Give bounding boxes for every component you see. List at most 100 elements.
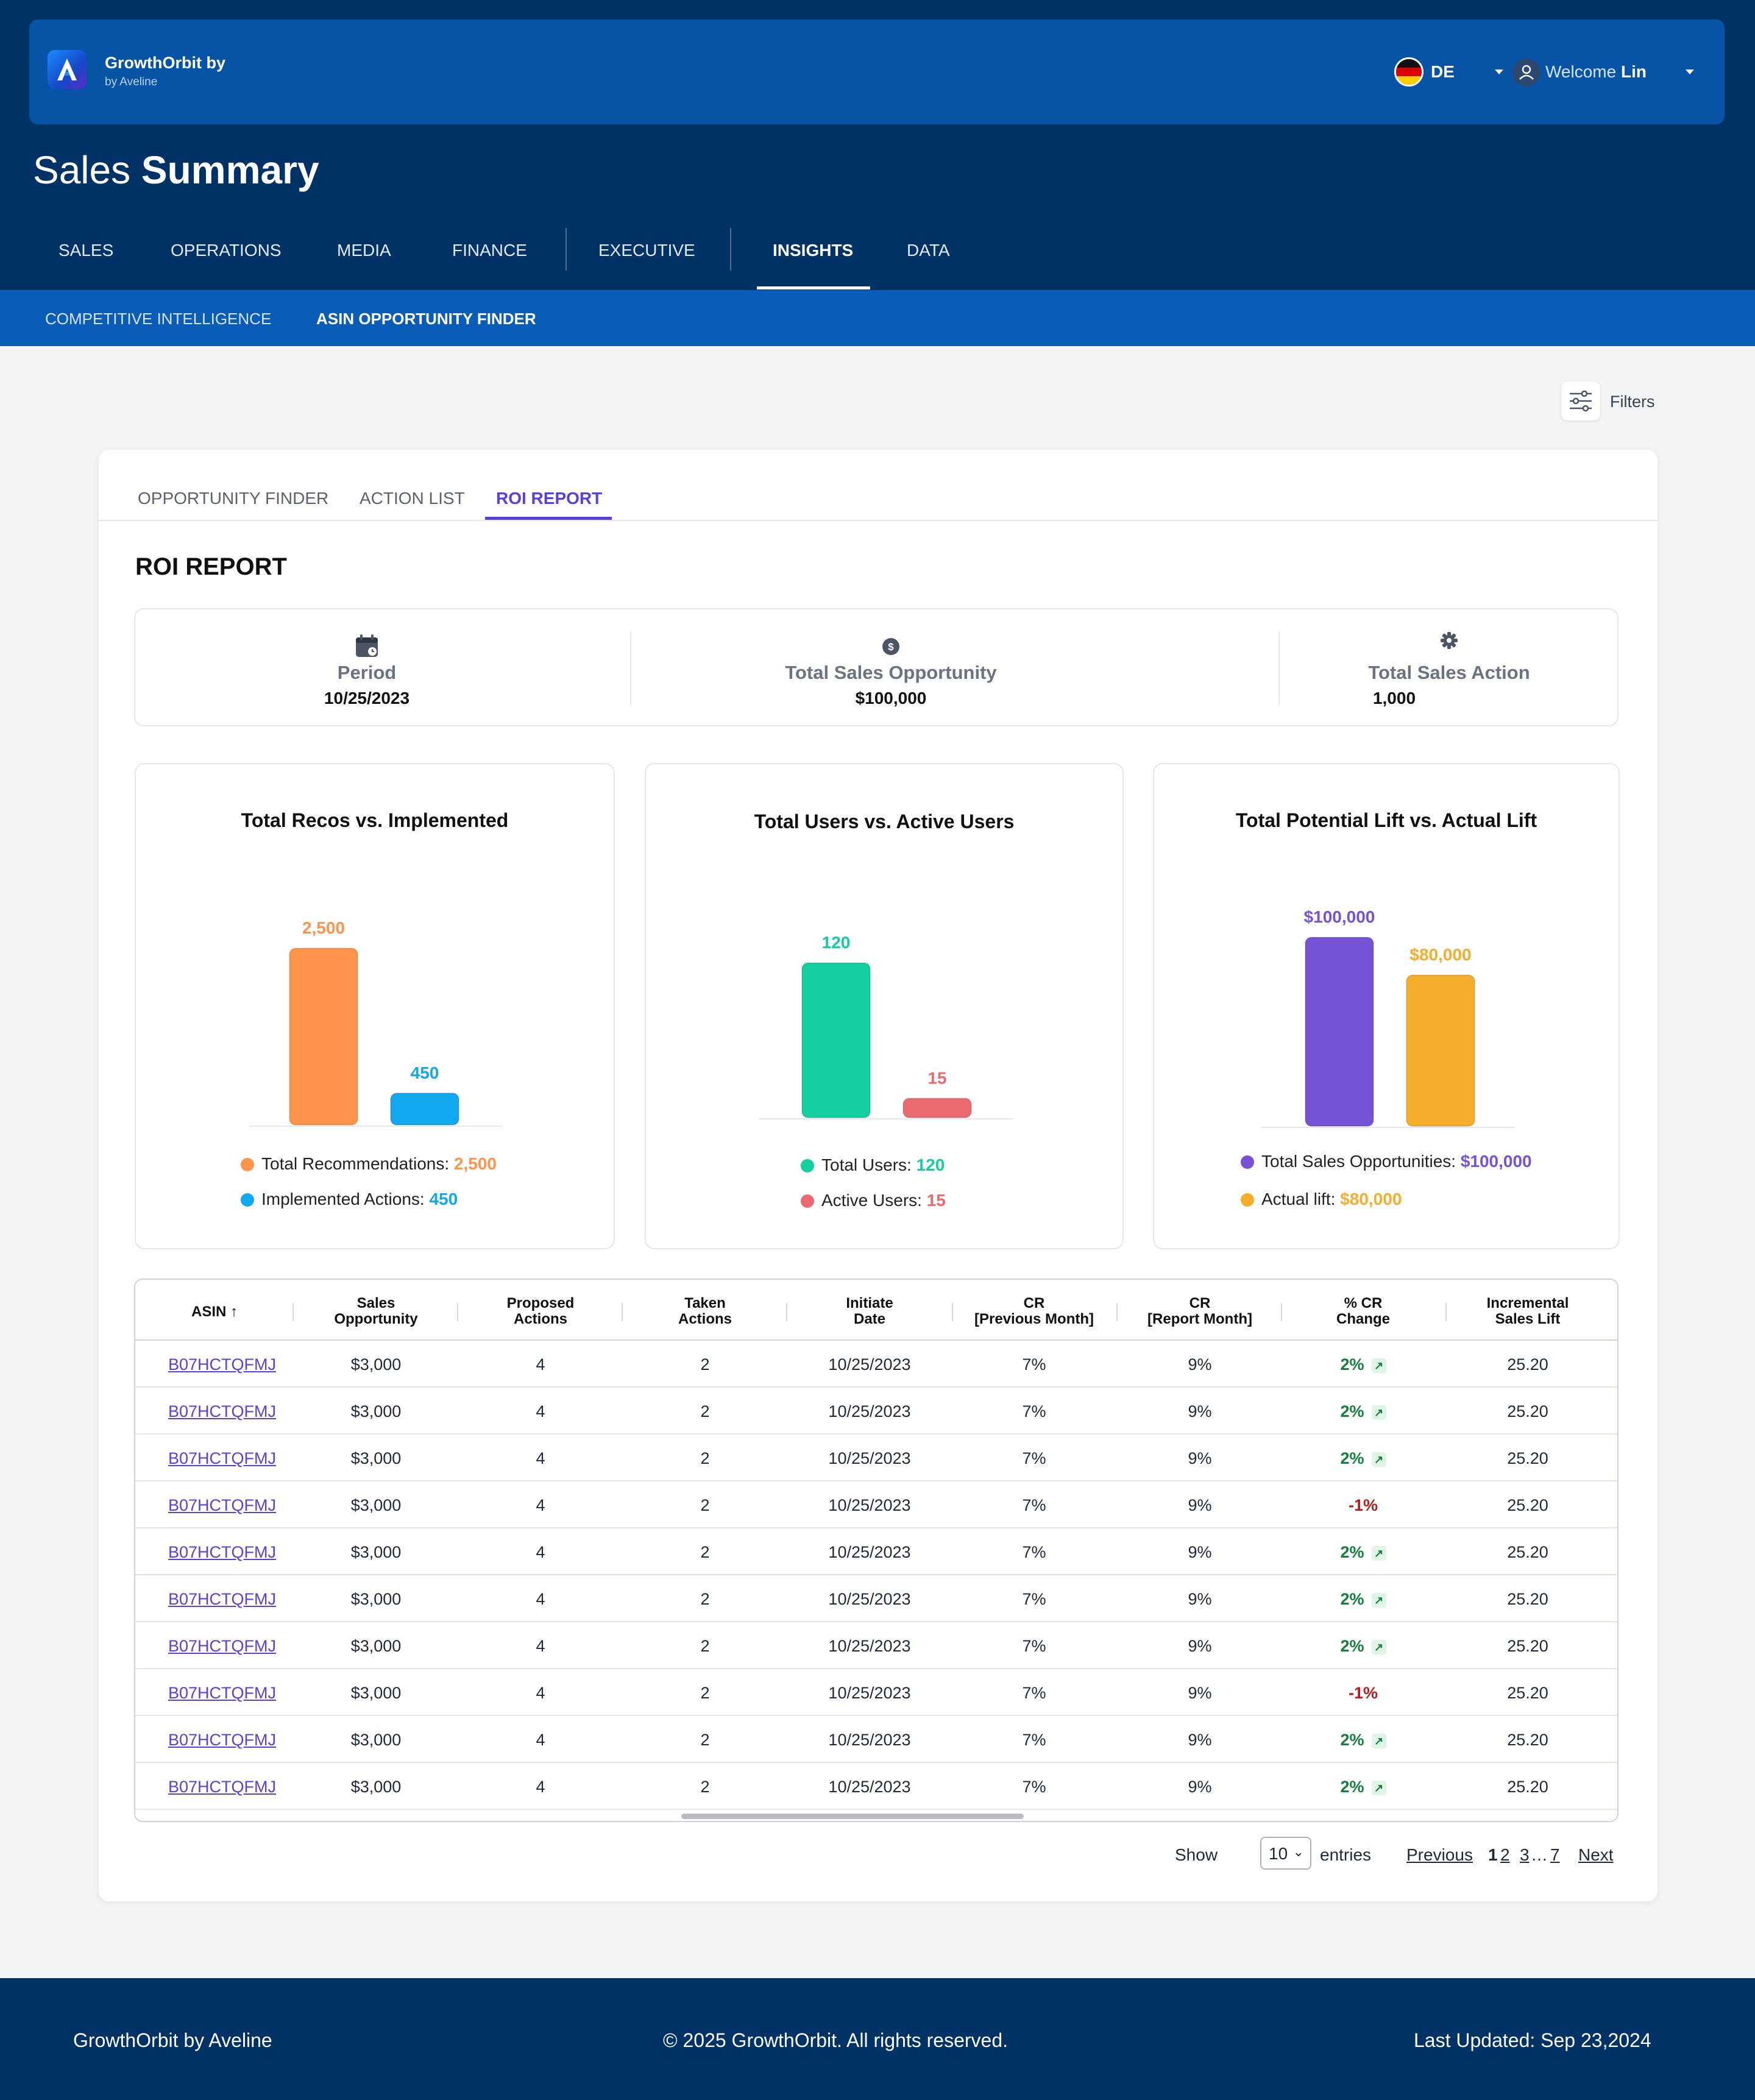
cell-cr-report: 9% [1118, 1496, 1282, 1515]
cell-text: 25.20 [1507, 1637, 1548, 1655]
cell-text: 2 [700, 1731, 710, 1749]
language-caret-icon[interactable] [1495, 69, 1503, 74]
user-menu-caret-icon[interactable] [1686, 69, 1694, 74]
nav-insights[interactable]: INSIGHTS [773, 241, 854, 260]
nav-data[interactable]: DATA [907, 241, 950, 260]
cell-cr-previous: 7% [952, 1731, 1116, 1750]
column-header-line: Proposed [506, 1295, 575, 1311]
sort-ascending-icon[interactable]: ↑ [230, 1304, 238, 1320]
page-2-link[interactable]: 2 [1500, 1845, 1510, 1864]
asin-link[interactable]: B07HCTQFMJ [168, 1637, 294, 1656]
cell-text: 2% [1340, 1731, 1364, 1749]
legend-value: $100,000 [1460, 1152, 1532, 1171]
language-selector[interactable]: DE [1431, 62, 1455, 81]
filters-button[interactable] [1561, 381, 1600, 420]
column-header-proposed-actions[interactable]: Proposed Actions [458, 1296, 623, 1327]
asin-link[interactable]: B07HCTQFMJ [168, 1778, 294, 1797]
filters-label[interactable]: Filters [1610, 392, 1655, 411]
bar[interactable] [289, 948, 358, 1126]
bar-data-label: $100,000 [1304, 907, 1375, 926]
nav-executive[interactable]: EXECUTIVE [598, 241, 695, 260]
nav-operations[interactable]: OPERATIONS [171, 241, 282, 260]
brand-logo-icon[interactable] [48, 50, 87, 89]
tab-roi-report[interactable]: ROI REPORT [496, 489, 603, 508]
show-label: Show [1175, 1845, 1218, 1864]
horizontal-scrollbar[interactable] [681, 1814, 1024, 1819]
german-flag-icon[interactable] [1394, 57, 1424, 87]
cell-initiate-date: 10/25/2023 [787, 1496, 952, 1515]
asin-link[interactable]: B07HCTQFMJ [168, 1590, 294, 1609]
cell-text[interactable]: B07HCTQFMJ [168, 1355, 277, 1374]
legend-value: $80,000 [1340, 1190, 1402, 1208]
cell-text: 4 [536, 1731, 545, 1749]
nav-media[interactable]: MEDIA [337, 241, 391, 260]
cell-text[interactable]: B07HCTQFMJ [168, 1543, 277, 1561]
column-divider [1281, 1303, 1282, 1321]
column-header-sales-opportunity[interactable]: Sales Opportunity [294, 1296, 458, 1327]
cell-text: 10/25/2023 [828, 1543, 911, 1561]
cell-text[interactable]: B07HCTQFMJ [168, 1731, 277, 1749]
cell-text[interactable]: B07HCTQFMJ [168, 1590, 277, 1608]
page-7-link[interactable]: 7 [1550, 1845, 1560, 1864]
column-header-initiate-date[interactable]: Initiate Date [787, 1296, 952, 1327]
tab-action-list[interactable]: ACTION LIST [360, 489, 465, 508]
cell-cr-previous: 7% [952, 1449, 1116, 1468]
column-header-line: CR [1189, 1295, 1211, 1311]
asin-link[interactable]: B07HCTQFMJ [168, 1355, 294, 1374]
previous-page-link[interactable]: Previous [1406, 1845, 1473, 1864]
bar[interactable] [390, 1092, 459, 1126]
cell-incremental-lift: 25.20 [1445, 1449, 1610, 1468]
calendar-icon [356, 634, 378, 657]
column-header-incremental-sales-lift[interactable]: Incremental Sales Lift [1445, 1296, 1610, 1327]
user-menu[interactable]: Welcome Lin [1545, 62, 1647, 82]
cell-sales-opportunity: $3,000 [294, 1778, 458, 1797]
column-header-asin[interactable]: ASIN ↑ [135, 1304, 294, 1320]
cell-incremental-lift: 25.20 [1445, 1590, 1610, 1609]
nav-sales[interactable]: SALES [58, 241, 114, 260]
page-size-select[interactable]: 10 ⌄ [1260, 1837, 1311, 1870]
user-avatar-icon[interactable] [1512, 59, 1540, 87]
bar[interactable] [801, 962, 871, 1118]
asin-link[interactable]: B07HCTQFMJ [168, 1449, 294, 1468]
column-header-cr-report-month[interactable]: CR [Report Month] [1118, 1296, 1282, 1327]
bar[interactable] [1406, 974, 1475, 1127]
page-1-link[interactable]: 1 [1488, 1845, 1498, 1864]
column-header-line: Sales Lift [1495, 1311, 1561, 1327]
cell-text: 10/25/2023 [828, 1496, 911, 1514]
cell-text[interactable]: B07HCTQFMJ [168, 1778, 277, 1796]
column-header-cr-change[interactable]: % CR Change [1281, 1296, 1445, 1327]
page-3-link[interactable]: 3 [1520, 1845, 1530, 1864]
column-header-cr-previous-month[interactable]: CR [Previous Month] [952, 1296, 1116, 1327]
asin-link[interactable]: B07HCTQFMJ [168, 1402, 294, 1421]
legend-item: Total Sales Opportunities: $100,000 [1241, 1152, 1532, 1171]
kpi-opportunity-value: $100,000 [855, 689, 927, 708]
cell-cr-previous: 7% [952, 1355, 1116, 1374]
next-page-link[interactable]: Next [1578, 1845, 1614, 1864]
asin-link[interactable]: B07HCTQFMJ [168, 1731, 294, 1750]
bar[interactable] [902, 1098, 972, 1118]
subnav-asin-opportunity-finder[interactable]: ASIN OPPORTUNITY FINDER [316, 310, 536, 328]
legend-dot-icon [801, 1194, 814, 1208]
cell-text: 2% [1340, 1543, 1364, 1561]
report-card: OPPORTUNITY FINDER ACTION LIST ROI REPOR… [99, 450, 1658, 1901]
cell-text[interactable]: B07HCTQFMJ [168, 1496, 277, 1514]
cell-text: 2 [700, 1684, 710, 1702]
nav-finance[interactable]: FINANCE [452, 241, 527, 260]
footer: GrowthOrbit by Aveline © 2025 GrowthOrbi… [0, 1978, 1755, 2100]
cell-text[interactable]: B07HCTQFMJ [168, 1402, 277, 1421]
cell-text[interactable]: B07HCTQFMJ [168, 1684, 277, 1702]
cell-taken-actions: 2 [623, 1778, 787, 1797]
tab-opportunity-finder[interactable]: OPPORTUNITY FINDER [138, 489, 329, 508]
cell-text[interactable]: B07HCTQFMJ [168, 1449, 277, 1467]
legend-label: Actual lift: [1261, 1190, 1336, 1208]
subnav-competitive-intelligence[interactable]: COMPETITIVE INTELLIGENCE [45, 310, 272, 328]
cell-cr-report: 9% [1118, 1731, 1282, 1750]
asin-link[interactable]: B07HCTQFMJ [168, 1684, 294, 1703]
asin-link[interactable]: B07HCTQFMJ [168, 1496, 294, 1515]
report-title: ROI REPORT [135, 553, 287, 580]
kpi-summary: Period 10/25/2023 $ Total Sales Opportun… [134, 608, 1618, 726]
column-header-taken-actions[interactable]: Taken Actions [623, 1296, 787, 1327]
cell-text[interactable]: B07HCTQFMJ [168, 1637, 277, 1655]
asin-link[interactable]: B07HCTQFMJ [168, 1543, 294, 1562]
bar[interactable] [1305, 937, 1374, 1127]
